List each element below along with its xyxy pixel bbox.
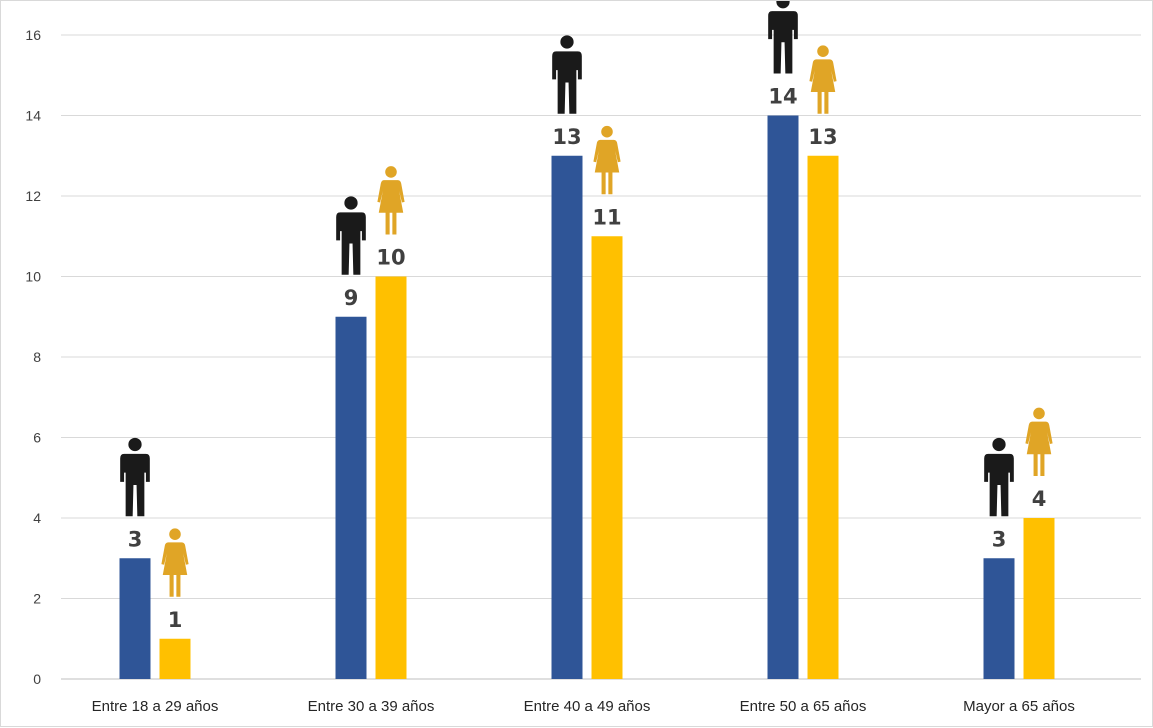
man-icon bbox=[120, 437, 150, 517]
y-tick-label: 2 bbox=[33, 591, 41, 607]
bar-women-2 bbox=[591, 236, 623, 679]
y-tick-label: 14 bbox=[25, 108, 41, 124]
data-label: 13 bbox=[552, 125, 581, 149]
bar-men-4 bbox=[983, 558, 1015, 679]
y-tick-label: 16 bbox=[25, 27, 41, 43]
bar-women-1 bbox=[375, 276, 407, 679]
data-label: 10 bbox=[376, 246, 405, 270]
woman-icon bbox=[809, 45, 837, 114]
bar-men-3 bbox=[767, 115, 799, 679]
bar-women-0 bbox=[159, 638, 191, 679]
man-icon bbox=[336, 196, 366, 275]
x-category-label: Entre 18 a 29 años bbox=[92, 698, 219, 715]
x-category-label: Mayor a 65 años bbox=[963, 698, 1075, 715]
woman-icon bbox=[593, 125, 621, 195]
data-label: 4 bbox=[1032, 487, 1047, 511]
y-tick-label: 10 bbox=[25, 269, 41, 285]
data-label: 13 bbox=[808, 125, 837, 149]
man-icon bbox=[768, 1, 798, 74]
x-category-label: Entre 30 a 39 años bbox=[308, 698, 435, 715]
data-label: 3 bbox=[992, 527, 1007, 551]
bar-women-4 bbox=[1023, 518, 1055, 679]
person-icons bbox=[120, 1, 1053, 597]
woman-icon bbox=[1025, 407, 1053, 476]
x-axis: Entre 18 a 29 años Entre 30 a 39 años Entr… bbox=[92, 698, 1075, 715]
man-icon bbox=[984, 437, 1014, 517]
bar-men-1 bbox=[335, 316, 367, 679]
bar-men-0 bbox=[119, 558, 151, 679]
data-label: 9 bbox=[344, 286, 359, 310]
bar-women-3 bbox=[807, 155, 839, 679]
woman-icon bbox=[161, 528, 189, 597]
data-labels: 3 1 9 10 13 11 14 13 3 4 bbox=[128, 85, 1047, 632]
x-category-label: Entre 40 a 49 años bbox=[524, 698, 651, 715]
y-axis: 0 2 4 6 8 10 12 14 16 bbox=[25, 27, 41, 687]
y-tick-label: 8 bbox=[33, 349, 41, 365]
woman-icon bbox=[377, 166, 405, 235]
data-label: 3 bbox=[128, 527, 143, 551]
y-tick-label: 4 bbox=[33, 510, 41, 526]
bar-men-2 bbox=[551, 155, 583, 679]
data-label: 1 bbox=[168, 608, 183, 632]
y-tick-label: 6 bbox=[33, 430, 41, 446]
x-category-label: Entre 50 a 65 años bbox=[740, 698, 867, 715]
y-tick-label: 12 bbox=[25, 188, 41, 204]
data-label: 14 bbox=[768, 85, 797, 109]
man-icon bbox=[552, 35, 582, 114]
data-label: 11 bbox=[592, 205, 621, 229]
bars bbox=[119, 115, 1055, 679]
y-tick-label: 0 bbox=[33, 671, 41, 687]
